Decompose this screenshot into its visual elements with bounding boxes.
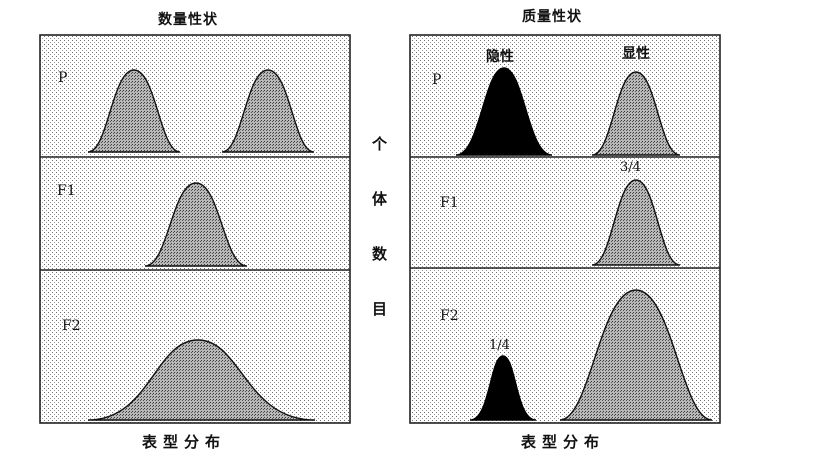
- right-gen-f1: F1: [440, 195, 459, 211]
- left-p-curve-2: [221, 69, 315, 153]
- left-f1-curve: [144, 182, 248, 267]
- label-one-quarter: 1/4: [489, 338, 510, 353]
- label-recessive: 隐性: [486, 49, 514, 65]
- right-f2-recessive-curve: [469, 355, 537, 421]
- left-p-curve-1: [87, 69, 181, 153]
- ylabel-char-2: 体: [372, 190, 388, 208]
- left-gen-f1: F1: [57, 183, 76, 199]
- left-xlabel: 表型分布: [142, 433, 227, 451]
- right-title: 质量性状: [522, 9, 582, 25]
- right-gen-p: P: [432, 72, 442, 88]
- right-f1-curve: [591, 179, 681, 266]
- ylabel-char-1: 个: [372, 135, 388, 153]
- right-f2-dominant-curve: [559, 289, 713, 421]
- label-dominant: 显性: [622, 46, 650, 62]
- right-gen-f2: F2: [440, 308, 459, 324]
- right-p-dominant-curve: [591, 71, 681, 156]
- right-panel-frame: [409, 34, 721, 424]
- ylabel-char-3: 数: [372, 245, 388, 263]
- right-xlabel: 表型分布: [521, 433, 606, 451]
- right-p-recessive-curve: [455, 67, 553, 156]
- left-gen-f2: F2: [62, 318, 81, 334]
- left-panel: [39, 34, 351, 424]
- left-gen-p: P: [58, 70, 68, 86]
- right-panel: [409, 34, 721, 424]
- left-f2-curve: [87, 339, 316, 421]
- ylabel-char-4: 目: [372, 300, 388, 318]
- left-title: 数量性状: [158, 12, 218, 28]
- label-three-quarters: 3/4: [620, 160, 641, 175]
